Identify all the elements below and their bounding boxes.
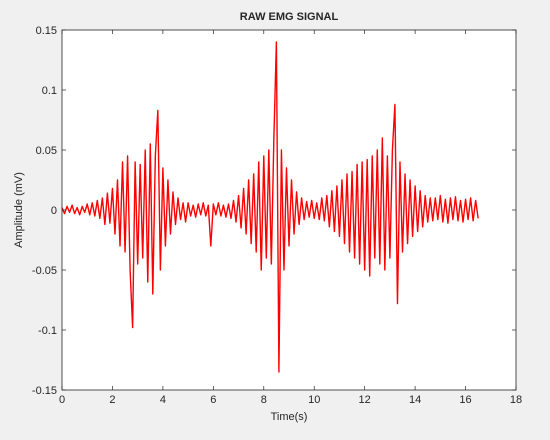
y-tick-label: 0.15 — [36, 25, 57, 37]
signal-line — [61, 41, 479, 373]
chart-title: RAW EMG SIGNAL — [240, 11, 339, 23]
x-tick-label: 6 — [210, 394, 216, 406]
y-tick-label: -0.05 — [32, 265, 57, 277]
plot-area — [62, 30, 516, 390]
x-tick-label: 14 — [409, 394, 421, 406]
x-tick-label: 0 — [59, 394, 65, 406]
x-tick-label: 18 — [510, 394, 522, 406]
y-tick-label: 0.05 — [36, 145, 57, 157]
x-tick-label: 10 — [308, 394, 320, 406]
x-tick-label: 2 — [109, 394, 115, 406]
y-axis-label: Amplitude (mV) — [13, 172, 25, 248]
series — [61, 41, 479, 373]
x-tick-label: 16 — [459, 394, 471, 406]
x-tick-label: 8 — [261, 394, 267, 406]
x-tick-label: 12 — [359, 394, 371, 406]
y-tick-label: -0.1 — [38, 325, 57, 337]
y-tick-label: 0.1 — [42, 85, 57, 97]
x-tick-label: 4 — [160, 394, 166, 406]
y-tick-label: 0 — [51, 205, 57, 217]
y-tick-label: -0.15 — [32, 385, 57, 397]
x-axis-label: Time(s) — [271, 411, 308, 423]
